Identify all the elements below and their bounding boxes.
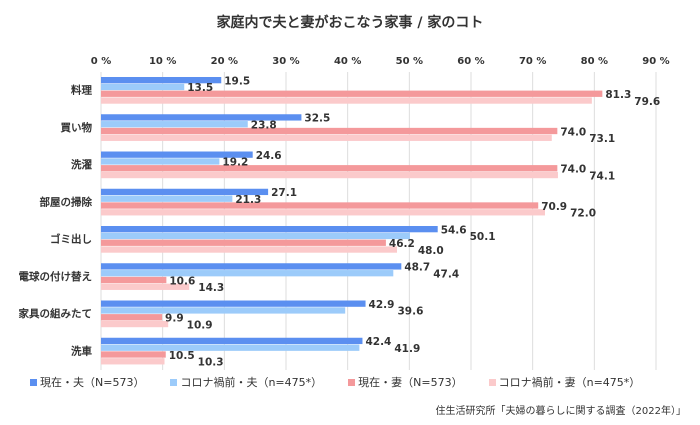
data-label: 54.6 — [441, 224, 467, 236]
data-label: 42.4 — [365, 336, 391, 348]
x-tick-label: 50 % — [396, 56, 423, 67]
data-label: 32.5 — [304, 113, 330, 125]
legend-item: コロナ禍前・夫（n=475*） — [170, 374, 322, 390]
bar — [101, 314, 163, 321]
data-label: 42.9 — [369, 299, 395, 311]
legend-label: 現在・夫（N=573） — [40, 376, 145, 389]
bar — [101, 97, 592, 104]
data-label: 74.1 — [589, 170, 615, 182]
data-label: 10.3 — [198, 357, 224, 369]
legend-label: コロナ禍前・夫（n=475*） — [180, 376, 323, 389]
data-label: 14.3 — [198, 282, 224, 294]
legend-swatch — [170, 379, 178, 386]
data-label: 27.1 — [271, 187, 297, 199]
x-tick-label: 60 % — [457, 56, 484, 67]
x-tick-label: 40 % — [334, 56, 361, 67]
x-tick-label: 20 % — [211, 56, 238, 67]
x-tick-label: 80 % — [581, 56, 608, 67]
data-label: 48.7 — [404, 262, 430, 274]
data-label: 41.9 — [394, 343, 420, 355]
category-label: 電球の付け替え — [19, 270, 93, 283]
category-label: 家具の組みたて — [19, 307, 93, 320]
bar — [101, 171, 558, 179]
bar — [101, 90, 603, 97]
data-label: 79.6 — [634, 96, 660, 108]
category-label: 洗車 — [71, 344, 92, 357]
category-label: 料理 — [71, 84, 92, 97]
bar — [101, 358, 165, 365]
data-label: 10.5 — [169, 350, 195, 362]
legend-swatch — [348, 379, 356, 386]
bar — [101, 351, 166, 358]
category-label: ゴミ出し — [50, 233, 92, 246]
data-label: 81.3 — [605, 89, 631, 101]
bar — [101, 337, 363, 345]
data-label: 19.5 — [224, 75, 250, 87]
legend-item: 現在・妻（N=573） — [348, 374, 463, 390]
category-label: 買い物 — [61, 121, 93, 134]
bar — [101, 344, 360, 351]
bar — [101, 195, 233, 202]
data-label: 72.0 — [570, 208, 596, 220]
bar — [101, 202, 539, 209]
data-label: 73.1 — [589, 133, 615, 145]
bar — [101, 121, 248, 128]
bar — [101, 239, 386, 246]
data-label: 23.8 — [251, 119, 277, 131]
category-label: 部屋の掃除 — [40, 195, 93, 208]
data-label: 46.2 — [389, 238, 415, 250]
bar — [101, 134, 552, 141]
bar — [101, 232, 410, 240]
x-tick-label: 10 % — [149, 56, 176, 67]
bar — [101, 320, 169, 328]
bar — [101, 165, 558, 172]
bar — [101, 263, 402, 270]
data-label: 10.6 — [169, 275, 195, 287]
data-label: 10.9 — [187, 319, 213, 331]
bar — [101, 83, 185, 91]
data-label: 9.9 — [165, 313, 184, 325]
bar — [101, 209, 545, 216]
bar — [101, 283, 190, 290]
data-label: 21.3 — [235, 194, 261, 206]
legend-swatch — [488, 379, 496, 386]
data-label: 74.0 — [560, 164, 586, 176]
data-label: 19.2 — [222, 157, 248, 169]
data-label: 39.6 — [397, 306, 423, 318]
bar — [101, 127, 558, 135]
x-tick-label: 30 % — [272, 56, 299, 67]
data-label: 50.1 — [470, 231, 496, 243]
bar — [101, 77, 222, 84]
bar — [101, 300, 366, 307]
data-label: 24.6 — [256, 150, 282, 162]
data-label: 74.0 — [560, 126, 586, 138]
bar — [101, 307, 346, 314]
bar — [101, 151, 253, 158]
bar — [101, 226, 438, 233]
legend-item: 現在・夫（N=573） — [30, 374, 144, 390]
legend: 現在・夫（N=573） コロナ禍前・夫（n=475*） 現在・妻（N=573） コロナ… — [30, 374, 640, 390]
legend-label: 現在・妻（N=573） — [358, 376, 463, 389]
source-note: 住生活研究所「夫婦の暮らしに関する調査（2022年）」 — [435, 406, 686, 417]
bar — [101, 246, 397, 253]
chart-title: 家庭内で夫と妻がおこなう家事 / 家のコト — [216, 15, 484, 31]
data-label: 70.9 — [541, 201, 567, 213]
category-label: 洗濯 — [71, 158, 92, 171]
bar — [101, 276, 167, 284]
bar — [101, 158, 220, 165]
data-label: 47.4 — [433, 268, 459, 280]
x-tick-label: 0 % — [91, 56, 111, 67]
data-label: 48.0 — [418, 245, 444, 257]
bar — [101, 114, 302, 121]
legend-swatch — [30, 379, 37, 386]
bar — [101, 270, 394, 277]
legend-label: コロナ禍前・妻（n=475*） — [498, 376, 641, 389]
x-tick-label: 70 % — [519, 56, 546, 67]
bar — [101, 188, 269, 196]
x-tick-label: 90 % — [642, 56, 669, 67]
data-label: 13.5 — [187, 82, 213, 94]
legend-item: コロナ禍前・妻（n=475*） — [488, 374, 641, 390]
